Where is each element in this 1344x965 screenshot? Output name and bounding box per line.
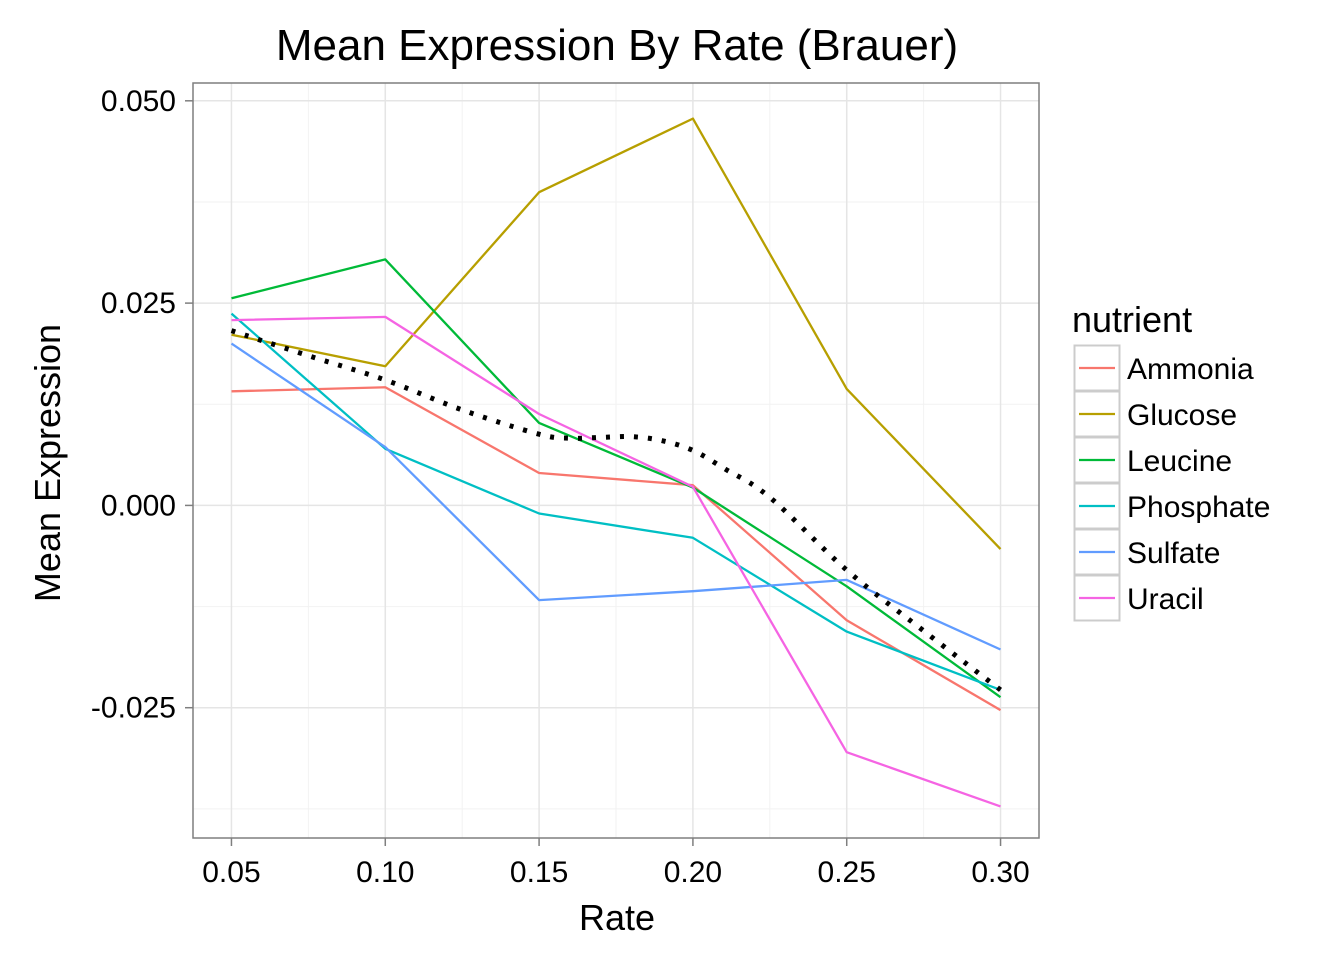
legend-title: nutrient bbox=[1072, 299, 1192, 340]
legend-label: Sulfate bbox=[1127, 537, 1220, 570]
x-tick-label: 0.10 bbox=[356, 856, 414, 889]
legend-item-glucose: Glucose bbox=[1073, 390, 1237, 438]
legend-item-leucine: Leucine bbox=[1073, 436, 1232, 484]
legend-label: Phosphate bbox=[1127, 491, 1270, 524]
legend-label: Leucine bbox=[1127, 445, 1232, 478]
legend: nutrient Ammonia Glucose Leucine Phosphate S… bbox=[1072, 299, 1270, 622]
y-tick-label: -0.025 bbox=[91, 692, 176, 725]
y-tick-label: 0.050 bbox=[101, 85, 176, 118]
series-line-ammonia bbox=[231, 386, 1002, 712]
series-line-uracil bbox=[231, 315, 1001, 808]
chart-title: Mean Expression By Rate (Brauer) bbox=[276, 21, 958, 70]
series-line-glucose bbox=[231, 117, 1002, 550]
x-tick-label: 0.25 bbox=[818, 856, 876, 889]
y-tick-label: 0.025 bbox=[101, 287, 176, 320]
series-line-phosphate bbox=[230, 312, 1001, 691]
y-axis: -0.025 0.000 0.025 0.050 bbox=[91, 85, 193, 725]
legend-item-uracil: Uracil bbox=[1073, 574, 1204, 622]
y-tick-label: 0.000 bbox=[101, 489, 176, 522]
x-tick-label: 0.20 bbox=[664, 856, 722, 889]
legend-label: Ammonia bbox=[1127, 353, 1254, 386]
y-axis-title: Mean Expression bbox=[27, 324, 68, 602]
series-line-sulfate bbox=[230, 342, 1001, 651]
legend-label: Uracil bbox=[1127, 583, 1204, 616]
x-tick-label: 0.30 bbox=[971, 856, 1029, 889]
smooth-trend-layer bbox=[230, 328, 1003, 692]
series-lines bbox=[230, 117, 1002, 808]
legend-item-phosphate: Phosphate bbox=[1073, 482, 1270, 530]
legend-label: Glucose bbox=[1127, 399, 1237, 432]
legend-item-sulfate: Sulfate bbox=[1073, 528, 1220, 576]
x-axis-title: Rate bbox=[579, 897, 655, 938]
legend-item-ammonia: Ammonia bbox=[1073, 344, 1254, 392]
legend-items: Ammonia Glucose Leucine Phosphate Sulfate Ura… bbox=[1073, 344, 1270, 622]
major-gridlines bbox=[193, 83, 1039, 838]
x-tick-label: 0.05 bbox=[202, 856, 260, 889]
smooth-trend-line bbox=[230, 328, 1003, 692]
x-tick-label: 0.15 bbox=[510, 856, 568, 889]
series-line-leucine bbox=[231, 258, 1002, 699]
x-axis: 0.05 0.10 0.15 0.20 0.25 0.30 bbox=[202, 838, 1030, 889]
plot-panel-border bbox=[192, 82, 1040, 839]
